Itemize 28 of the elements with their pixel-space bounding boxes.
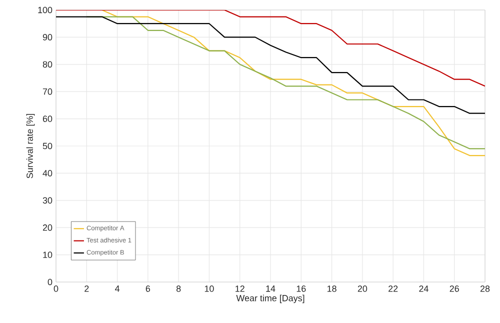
y-tick-label: 70 [42, 88, 52, 95]
y-tick-label: 0 [48, 278, 52, 286]
y-tick-label: 10 [43, 252, 52, 258]
x-axis-title: Wear time [Days] [236, 294, 304, 304]
x-tick-label: 12 [236, 286, 244, 292]
y-tick-label: 90 [42, 34, 52, 40]
y-tick-label: 100 [38, 6, 52, 14]
x-tick-label: 0 [54, 286, 58, 292]
x-tick-label: 8 [176, 286, 181, 292]
x-tick-label: 6 [146, 286, 150, 292]
x-tick-label: 16 [296, 286, 306, 292]
x-tick-label: 28 [480, 286, 490, 292]
x-tick-label: 26 [450, 286, 459, 292]
y-tick-label: 60 [42, 116, 52, 122]
x-tick-label: 18 [327, 286, 336, 292]
x-tick-label: 20 [358, 286, 368, 292]
y-tick-label: 20 [42, 224, 52, 231]
y-tick-label: 30 [42, 197, 52, 204]
x-tick-label: 14 [266, 286, 276, 292]
x-tick-label: 2 [84, 286, 89, 292]
y-tick-label: 50 [42, 142, 52, 150]
y-axis-title: Survival rate [%] [26, 114, 35, 178]
y-tick-label: 80 [42, 61, 52, 68]
x-tick-label: 22 [388, 286, 398, 292]
x-tick-label: 10 [204, 286, 214, 292]
x-tick-label: 4 [115, 286, 120, 292]
y-tick-label: 40 [42, 170, 52, 176]
x-tick-label: 24 [419, 286, 428, 292]
